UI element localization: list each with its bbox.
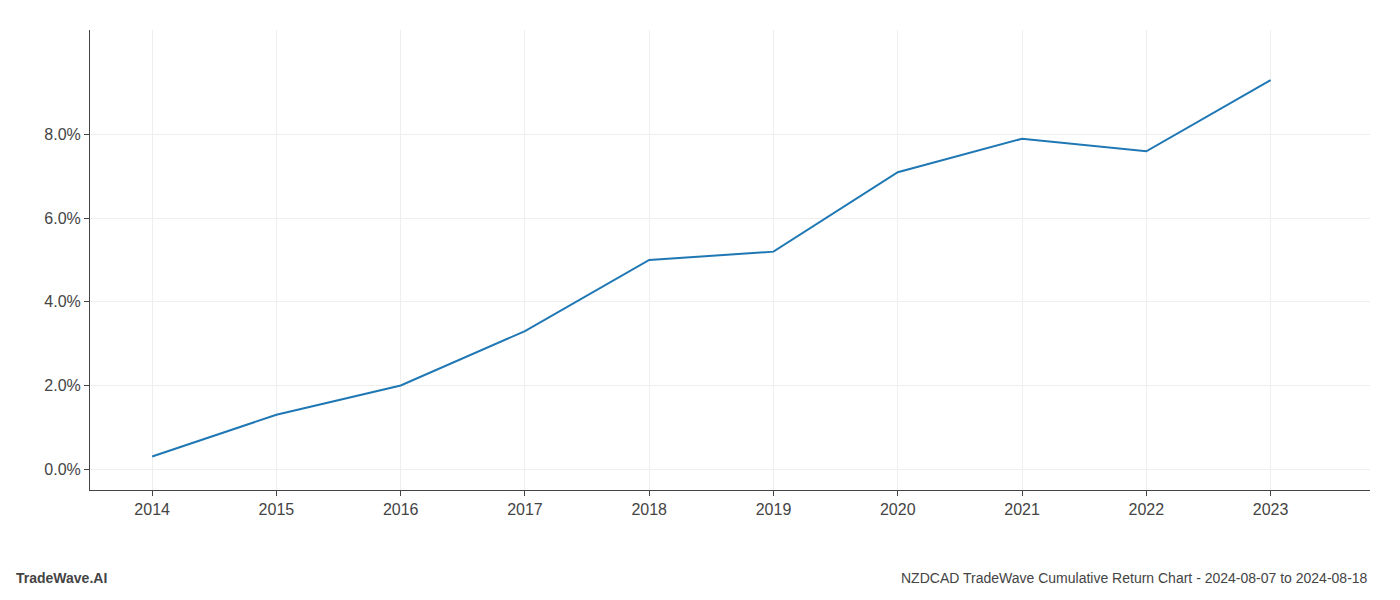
svg-text:2023: 2023 bbox=[1253, 501, 1289, 518]
svg-text:TradeWave.AI: TradeWave.AI bbox=[16, 570, 107, 586]
svg-text:4.0%: 4.0% bbox=[44, 293, 80, 310]
svg-text:NZDCAD TradeWave Cumulative Re: NZDCAD TradeWave Cumulative Return Chart… bbox=[901, 570, 1368, 586]
svg-text:2015: 2015 bbox=[259, 501, 295, 518]
svg-text:6.0%: 6.0% bbox=[44, 210, 80, 227]
svg-text:2022: 2022 bbox=[1129, 501, 1165, 518]
svg-text:2021: 2021 bbox=[1004, 501, 1040, 518]
svg-text:8.0%: 8.0% bbox=[44, 126, 80, 143]
svg-text:0.0%: 0.0% bbox=[44, 461, 80, 478]
svg-text:2016: 2016 bbox=[383, 501, 419, 518]
svg-text:2020: 2020 bbox=[880, 501, 916, 518]
svg-text:2018: 2018 bbox=[631, 501, 667, 518]
svg-text:2.0%: 2.0% bbox=[44, 377, 80, 394]
svg-text:2014: 2014 bbox=[134, 501, 170, 518]
svg-text:2017: 2017 bbox=[507, 501, 543, 518]
svg-text:2019: 2019 bbox=[756, 501, 792, 518]
